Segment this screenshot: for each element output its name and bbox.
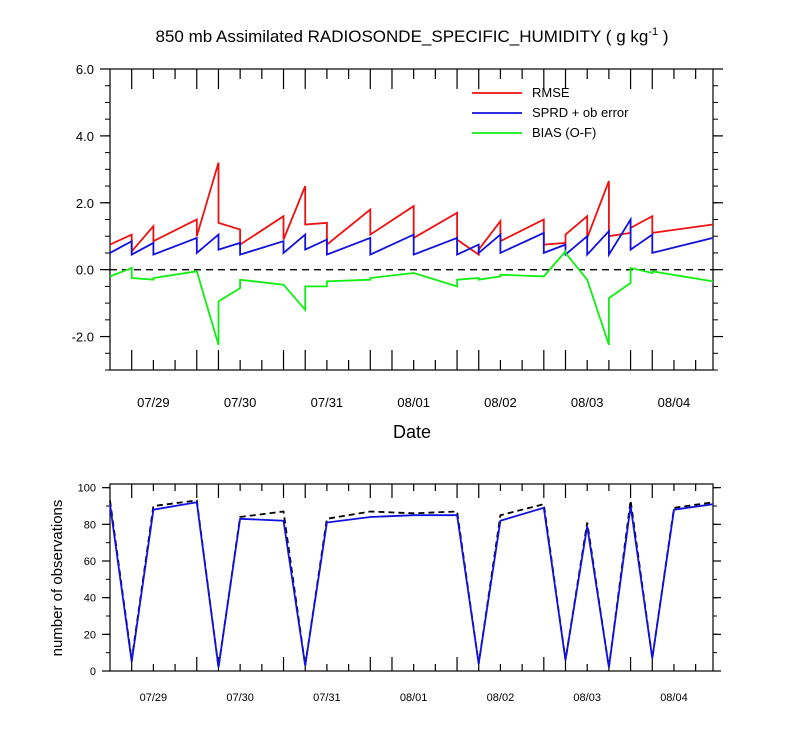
x-axis-label: Date xyxy=(393,422,431,442)
chart-title: 850 mb Assimilated RADIOSONDE_SPECIFIC_H… xyxy=(156,26,669,46)
y-tick-label: 60 xyxy=(84,556,96,568)
y-tick-label: 2.0 xyxy=(76,196,94,211)
series-line-bias-o-f xyxy=(109,248,714,346)
chart-title-main: 850 mb Assimilated RADIOSONDE_SPECIFIC_H… xyxy=(156,27,649,46)
bottom-panel: 100 80 60 40 20 0 07/29 07/30 07/31 08/01 08/02 08/… xyxy=(78,483,721,704)
x-tick-label: 08/03 xyxy=(571,395,604,410)
x-tick-label: 07/30 xyxy=(224,395,257,410)
legend-label-bias: BIAS (O-F) xyxy=(532,125,596,140)
y-tick-label: 6.0 xyxy=(76,62,94,77)
x-tick-label: 07/29 xyxy=(137,395,170,410)
y-tick-label: 20 xyxy=(84,629,96,641)
y-tick-label: 4.0 xyxy=(76,129,94,144)
x-tick-label: 08/01 xyxy=(400,692,428,704)
chart-title-exponent: -1 xyxy=(648,26,658,38)
series-line-sprd-ob-error xyxy=(109,216,714,258)
x-tick-label: 07/31 xyxy=(313,692,341,704)
legend-label-rmse: RMSE xyxy=(532,85,570,100)
y-tick-label: 100 xyxy=(78,483,96,495)
y-axis-label-observations: number of observations xyxy=(49,500,66,657)
chart-title-end: ) xyxy=(658,27,668,46)
x-tick-label: 08/03 xyxy=(573,692,601,704)
x-tick-label: 07/29 xyxy=(140,692,168,704)
legend-label-sprd: SPRD + ob error xyxy=(532,105,629,120)
x-tick-label: 08/01 xyxy=(397,395,430,410)
x-tick-label: 07/31 xyxy=(311,395,344,410)
y-tick-label: 40 xyxy=(84,593,96,605)
x-tick-label: 08/04 xyxy=(658,395,691,410)
top-panel: 6.0 4.0 2.0 0.0 -2.0 07/29 07/30 07/31 08/01 08/0… xyxy=(72,62,723,410)
legend: RMSE SPRD + ob error BIAS (O-F) xyxy=(472,85,629,140)
series-line-assimilated xyxy=(109,501,714,668)
y-tick-label: 0 xyxy=(90,666,96,678)
x-tick-label: 08/04 xyxy=(660,692,688,704)
x-tick-label: 08/02 xyxy=(487,692,515,704)
y-tick-label: -2.0 xyxy=(72,330,94,345)
series-line-rmse xyxy=(109,162,714,257)
bottom-plot-frame xyxy=(109,483,714,672)
y-tick-label: 80 xyxy=(84,519,96,531)
x-tick-label: 07/30 xyxy=(226,692,254,704)
x-tick-label: 08/02 xyxy=(484,395,517,410)
y-tick-label: 0.0 xyxy=(76,263,94,278)
